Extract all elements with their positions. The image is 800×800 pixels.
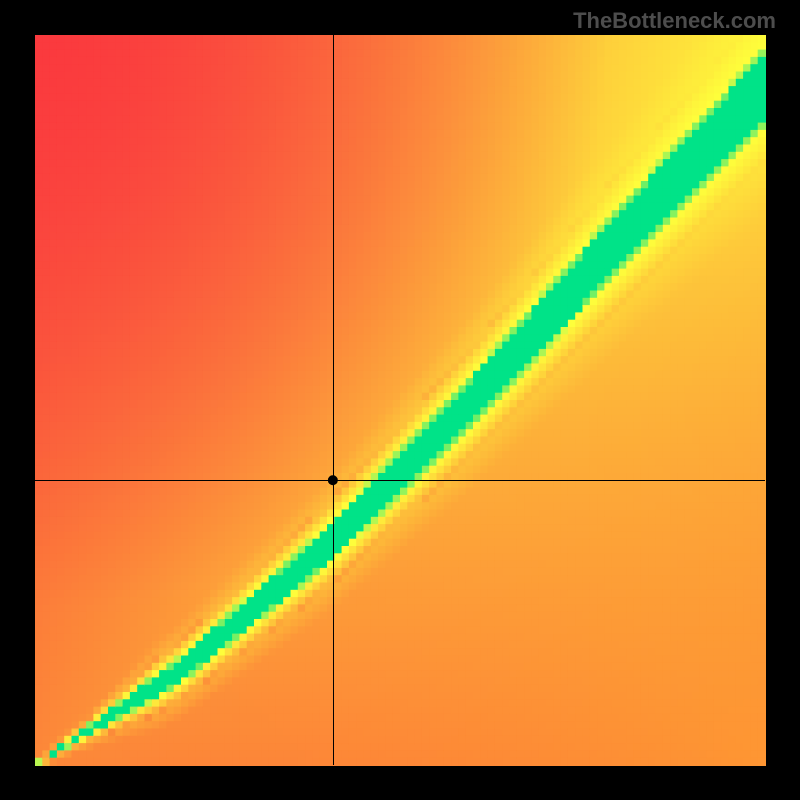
bottleneck-heatmap-canvas: [0, 0, 800, 800]
watermark-text: TheBottleneck.com: [573, 8, 776, 34]
chart-container: TheBottleneck.com: [0, 0, 800, 800]
